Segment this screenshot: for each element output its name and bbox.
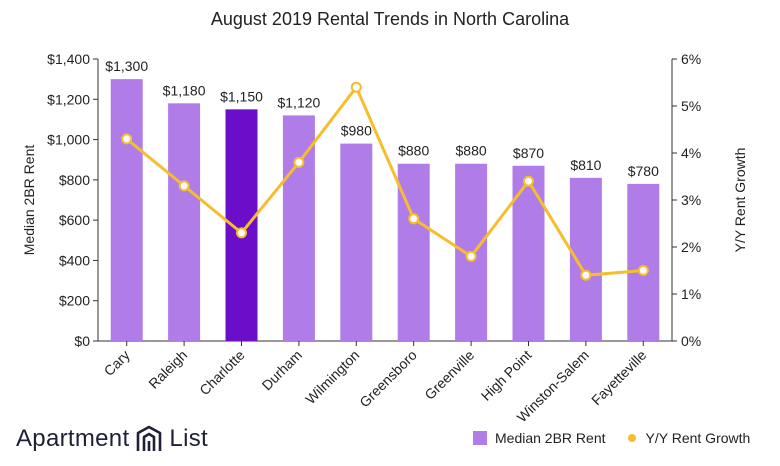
- bar-value-label: $880: [398, 143, 429, 159]
- y-tick-label: $1,200: [47, 91, 90, 107]
- y-tick-label: $1,400: [47, 51, 90, 67]
- y2-tick-label: 6%: [681, 51, 701, 67]
- legend-bar-swatch: [473, 431, 487, 445]
- bar: [340, 143, 373, 341]
- growth-point: [236, 227, 247, 239]
- legend-line-label: Y/Y Rent Growth: [645, 430, 751, 446]
- bar-value-label: $1,150: [220, 88, 263, 104]
- bar-value-label: $1,300: [105, 58, 148, 74]
- bar-value-label: $1,180: [163, 82, 206, 98]
- growth-line: [121, 81, 649, 281]
- growth-point: [465, 250, 477, 262]
- y-tick-label: $200: [59, 293, 90, 309]
- growth-point: [293, 156, 305, 168]
- y-tick-label: $400: [59, 252, 90, 268]
- growth-point: [121, 133, 133, 145]
- y2-tick-label: 1%: [681, 286, 701, 302]
- legend-bar-label: Median 2BR Rent: [495, 430, 606, 446]
- growth-point: [408, 213, 420, 225]
- y2-tick-label: 0%: [681, 333, 701, 349]
- y2-axis-title: Y/Y Rent Growth: [732, 148, 748, 253]
- growth-point: [350, 81, 362, 93]
- y-tick-label: $800: [59, 172, 90, 188]
- x-tick-label: Greenville: [421, 347, 477, 403]
- bar: [110, 79, 143, 342]
- legend-line-swatch: [627, 434, 636, 442]
- bar: [512, 165, 545, 341]
- x-tick-label: Greensboro: [356, 347, 420, 411]
- x-tick-label: Wilmington: [302, 347, 362, 407]
- bar-value-label: $980: [341, 123, 372, 139]
- y2-tick-label: 5%: [681, 98, 701, 114]
- x-tick-labels: Cary Raleigh Charlotte DurhamWilmingtonGree…: [101, 341, 650, 425]
- x-tick-label: High Point: [478, 347, 535, 404]
- y-axis-title: Median 2BR Rent: [21, 145, 37, 256]
- logo-text-left: Apartment: [16, 425, 130, 452]
- apartment-list-logo-icon: [137, 425, 162, 451]
- x-tick-label: Durham: [258, 347, 305, 394]
- x-tick-label: Raleigh: [145, 347, 190, 392]
- logo-text-right: List: [169, 425, 208, 452]
- growth-point: [523, 175, 534, 187]
- axes: $0 $200 $400 $600 $800 $1,000 $1,200 $1,400 0% 1%…: [21, 51, 748, 349]
- bar-value-label: $870: [513, 145, 544, 161]
- y-tick-label: $600: [59, 212, 90, 228]
- apartment-list-logo: Apartment List: [16, 422, 208, 456]
- bar-value-label: $1,120: [277, 94, 320, 110]
- bar-value-label: $880: [456, 143, 487, 159]
- y-tick-label: $1,000: [47, 132, 90, 148]
- y-tick-label: $0: [74, 333, 90, 349]
- bar-value-label: $810: [570, 157, 601, 173]
- bar: [168, 103, 201, 341]
- growth-point: [178, 180, 190, 192]
- bar: [282, 115, 315, 342]
- bar-labels: $1,300 $1,180 $1,150 $1,120 $980 $880 $880 $870…: [105, 58, 659, 179]
- legend: Median 2BR Rent Y/Y Rent Growth: [473, 430, 750, 446]
- growth-point: [637, 265, 649, 276]
- bar: [627, 183, 660, 341]
- bars: [110, 79, 660, 342]
- chart-title: August 2019 Rental Trends in North Carol…: [210, 9, 570, 29]
- growth-point: [580, 269, 592, 281]
- growth-line-path: [125, 85, 644, 277]
- y2-tick-label: 4%: [681, 145, 701, 161]
- x-tick-label: Cary: [101, 347, 133, 379]
- x-tick-label: Fayetteville: [588, 347, 650, 409]
- x-tick-label: Charlotte: [196, 347, 248, 399]
- y2-tick-label: 2%: [681, 239, 701, 255]
- y2-tick-label: 3%: [681, 192, 701, 208]
- bar-value-label: $780: [628, 163, 659, 179]
